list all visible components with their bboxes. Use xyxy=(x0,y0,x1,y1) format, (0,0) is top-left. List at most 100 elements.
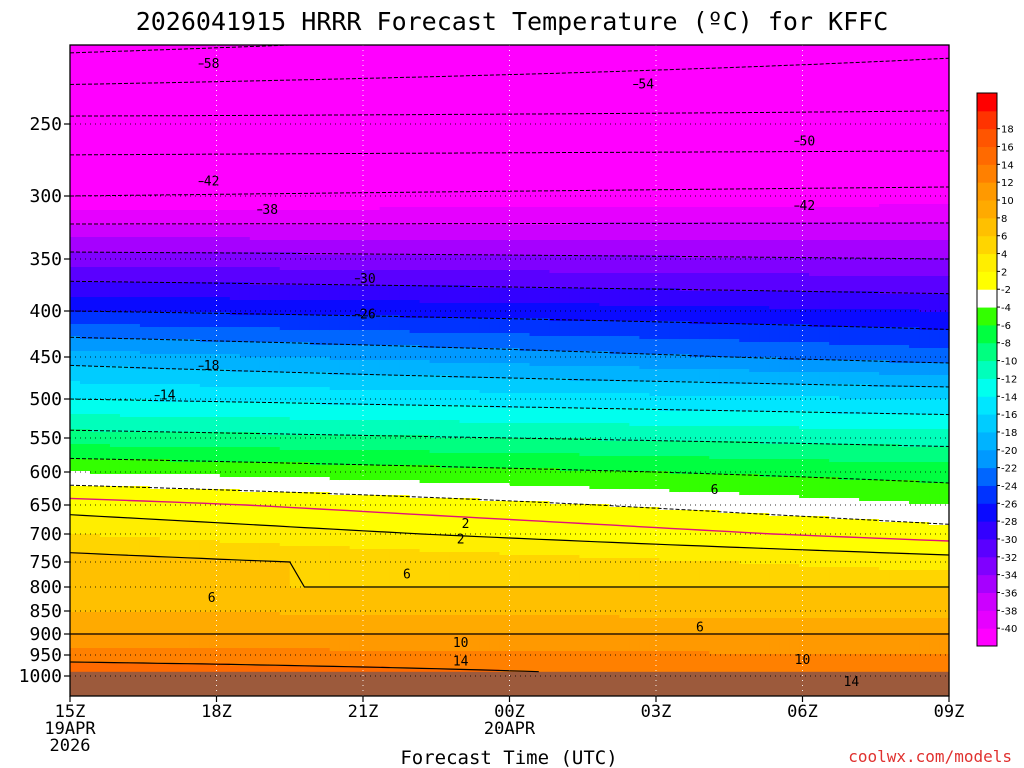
temperature-cell xyxy=(559,615,571,634)
temperature-cell xyxy=(139,225,151,238)
temperature-cell xyxy=(199,354,211,370)
temperature-cell xyxy=(509,588,521,616)
temperature-cell xyxy=(649,651,660,676)
temperature-cell xyxy=(359,315,371,331)
temperature-cell xyxy=(619,543,630,559)
temperature-cell xyxy=(579,408,591,424)
temperature-cell xyxy=(649,543,660,559)
temperature-cell xyxy=(779,426,790,445)
temperature-cell xyxy=(539,303,551,319)
temperature-cell xyxy=(529,468,541,487)
temperature-cell xyxy=(339,360,351,376)
temperature-cell xyxy=(389,549,401,589)
temperature-cell xyxy=(379,270,391,286)
temperature-cell xyxy=(909,363,920,376)
temperature-cell xyxy=(939,375,950,388)
temperature-cell xyxy=(559,378,571,394)
temperature-cell xyxy=(419,465,431,484)
temperature-cell xyxy=(229,447,241,463)
temperature-cell xyxy=(449,498,461,538)
temperature-cell xyxy=(619,321,630,337)
temperature-cell xyxy=(759,372,770,385)
temperature-cell xyxy=(159,225,171,238)
temperature-cell xyxy=(929,375,940,388)
temperature-cell xyxy=(689,426,700,442)
temperature-cell xyxy=(929,483,940,505)
y-tick-label: 250 xyxy=(29,114,62,135)
temperature-cell xyxy=(449,285,461,304)
temperature-cell xyxy=(599,366,610,382)
temperature-cell xyxy=(469,552,481,589)
temperature-cell xyxy=(749,384,760,397)
temperature-cell xyxy=(359,450,371,466)
temperature-cell xyxy=(169,432,181,448)
temperature-cell xyxy=(889,480,900,502)
isotherm-label-text: 58 xyxy=(204,57,220,72)
temperature-cell xyxy=(129,312,141,325)
temperature-cell xyxy=(289,315,301,331)
temperature-cell xyxy=(529,378,541,394)
temperature-cell xyxy=(99,459,111,475)
temperature-cell xyxy=(239,267,251,283)
temperature-cell xyxy=(179,417,191,433)
temperature-cell xyxy=(209,237,221,253)
temperature-cell xyxy=(849,498,860,520)
temperature-cell xyxy=(89,534,101,556)
temperature-cell xyxy=(79,237,91,253)
colorbar-swatch xyxy=(977,253,997,272)
temperature-cell xyxy=(869,399,880,415)
temperature-cell xyxy=(819,429,830,445)
temperature-cell xyxy=(79,324,91,340)
temperature-cell xyxy=(489,438,501,454)
temperature-cell xyxy=(659,306,670,322)
temperature-cell xyxy=(89,444,101,460)
temperature-cell xyxy=(869,519,880,553)
temperature-cell xyxy=(139,45,151,211)
temperature-cell xyxy=(149,384,161,403)
temperature-cell xyxy=(299,615,311,634)
temperature-cell xyxy=(389,330,401,346)
temperature-cell xyxy=(169,237,181,253)
temperature-cell xyxy=(859,552,870,568)
temperature-cell xyxy=(639,456,650,472)
temperature-cell xyxy=(429,498,441,535)
temperature-cell xyxy=(929,363,940,376)
temperature-cell xyxy=(409,615,421,634)
temperature-cell xyxy=(819,291,830,310)
temperature-cell xyxy=(749,549,760,565)
temperature-cell xyxy=(79,225,91,238)
temperature-cell xyxy=(729,513,740,547)
temperature-cell xyxy=(199,417,211,433)
temperature-cell xyxy=(279,330,291,343)
temperature-cell xyxy=(309,315,321,331)
temperature-cell xyxy=(789,396,800,412)
temperature-cell xyxy=(139,297,151,313)
temperature-cell xyxy=(349,435,361,451)
temperature-cell xyxy=(359,300,371,316)
temperature-cell xyxy=(209,447,221,463)
temperature-cell xyxy=(789,459,800,478)
temperature-cell xyxy=(369,210,381,226)
temperature-cell xyxy=(899,399,910,415)
x-tick-label: 03Z xyxy=(641,702,672,722)
temperature-cell xyxy=(839,462,850,481)
temperature-cell xyxy=(909,618,920,634)
temperature-cell xyxy=(669,633,680,652)
temperature-cell xyxy=(439,552,451,589)
temperature-cell xyxy=(429,225,441,241)
credit-text[interactable]: coolwx.com/models xyxy=(848,747,1012,766)
isotherm-label-text: 6 xyxy=(711,483,719,498)
temperature-cell xyxy=(289,615,301,634)
temperature-cell xyxy=(789,342,800,361)
temperature-cell xyxy=(629,366,640,382)
temperature-cell xyxy=(429,390,441,406)
temperature-cell xyxy=(619,240,630,256)
temperature-cell xyxy=(529,633,541,652)
temperature-cell xyxy=(259,342,271,358)
temperature-cell xyxy=(449,633,461,652)
temperature-cell xyxy=(769,633,780,655)
temperature-cell xyxy=(279,402,291,418)
temperature-cell xyxy=(499,255,511,271)
temperature-cell xyxy=(269,435,281,448)
colorbar-swatch xyxy=(977,128,997,148)
